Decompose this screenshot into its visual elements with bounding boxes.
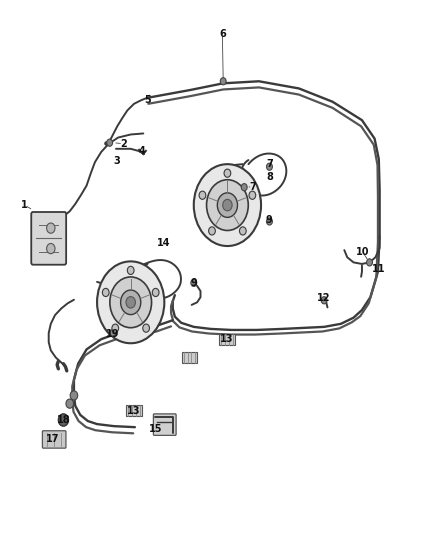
Circle shape	[70, 391, 78, 400]
Circle shape	[220, 78, 226, 85]
Circle shape	[107, 139, 113, 146]
Bar	[182, 352, 197, 362]
Text: 17: 17	[46, 434, 60, 445]
Text: 14: 14	[157, 238, 170, 248]
Circle shape	[191, 279, 197, 286]
Circle shape	[199, 191, 206, 199]
Text: 2: 2	[120, 139, 127, 149]
Circle shape	[367, 259, 372, 266]
Text: 1: 1	[21, 200, 28, 210]
Text: 9: 9	[265, 215, 272, 225]
Circle shape	[102, 288, 109, 296]
Circle shape	[110, 277, 152, 328]
Circle shape	[266, 163, 272, 171]
Circle shape	[266, 218, 272, 225]
Circle shape	[207, 180, 248, 230]
Text: 13: 13	[220, 334, 233, 344]
Text: 13: 13	[127, 406, 141, 416]
Circle shape	[58, 414, 68, 426]
Circle shape	[143, 324, 149, 332]
Text: 6: 6	[219, 29, 226, 39]
Circle shape	[66, 399, 74, 408]
Circle shape	[46, 223, 55, 233]
Bar	[126, 405, 142, 416]
Circle shape	[217, 193, 237, 217]
Circle shape	[110, 329, 116, 337]
Circle shape	[208, 227, 215, 235]
Circle shape	[224, 169, 231, 177]
FancyBboxPatch shape	[42, 431, 66, 448]
Text: 11: 11	[372, 264, 385, 274]
Text: 8: 8	[266, 172, 273, 182]
Circle shape	[46, 244, 55, 254]
Circle shape	[120, 290, 141, 314]
Text: 3: 3	[114, 156, 120, 166]
Text: 10: 10	[356, 247, 370, 257]
Circle shape	[97, 261, 164, 343]
Circle shape	[241, 183, 247, 191]
Circle shape	[249, 191, 256, 199]
Circle shape	[127, 266, 134, 274]
Text: 19: 19	[106, 329, 120, 339]
Text: 4: 4	[139, 146, 146, 156]
Circle shape	[321, 297, 327, 304]
Text: 7: 7	[249, 182, 256, 192]
Circle shape	[240, 227, 246, 235]
Circle shape	[126, 296, 135, 308]
Circle shape	[223, 199, 232, 211]
FancyBboxPatch shape	[153, 414, 176, 435]
Text: 18: 18	[57, 415, 70, 425]
Text: 5: 5	[144, 95, 151, 105]
FancyBboxPatch shape	[31, 212, 66, 265]
Circle shape	[152, 288, 159, 296]
Circle shape	[194, 164, 261, 246]
Circle shape	[112, 324, 119, 332]
Bar	[219, 334, 235, 345]
Text: 9: 9	[191, 278, 197, 288]
Text: 7: 7	[266, 159, 273, 169]
Text: 15: 15	[149, 424, 162, 434]
Text: 12: 12	[318, 293, 331, 303]
